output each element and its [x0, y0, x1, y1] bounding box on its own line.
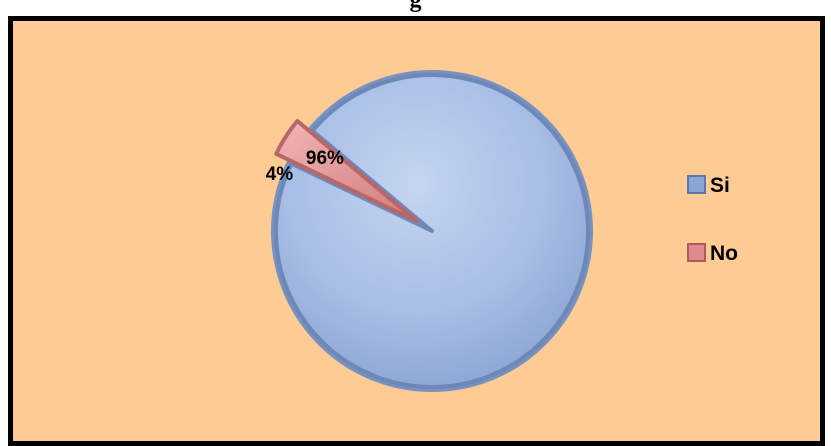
data-label-si: 96%: [306, 148, 344, 169]
legend-label-no: No: [710, 242, 738, 265]
pie-slice-si: [274, 73, 590, 389]
data-label-no: 4%: [266, 164, 294, 185]
pie-slice-no: [274, 118, 419, 224]
pie-chart: 96% 4% Si No: [266, 70, 738, 392]
chart-title-fragment: g: [409, 0, 422, 13]
legend-swatch-no: [687, 243, 706, 262]
legend-label-si: Si: [710, 174, 730, 197]
legend-swatch-si: [687, 175, 706, 194]
title-strip: g: [0, 0, 831, 16]
